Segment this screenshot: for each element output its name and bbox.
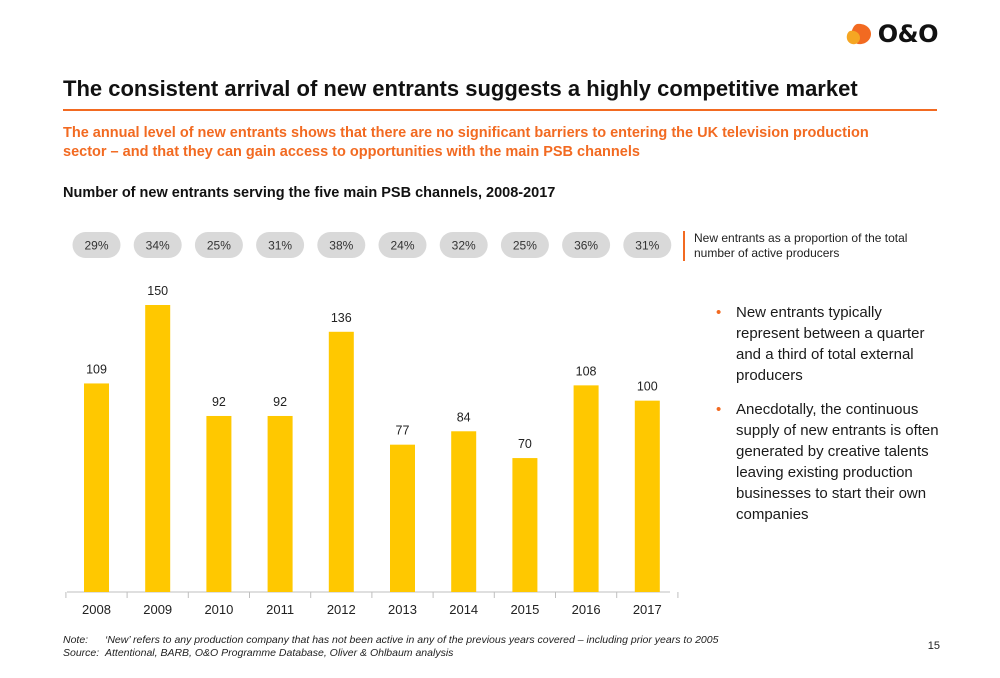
value-label: 100: [637, 380, 658, 394]
bar: [634, 400, 660, 592]
proportion-pill: [194, 232, 243, 258]
note-line: Note: ‘New’ refers to any production comp…: [63, 634, 718, 647]
insight-bullets: New entrants typically represent between…: [712, 302, 944, 538]
source-label: Source:: [63, 647, 100, 659]
category-label: 2010: [204, 602, 233, 617]
proportion-label: 31%: [635, 239, 659, 253]
bar: [512, 458, 538, 592]
proportion-label: 34%: [146, 239, 170, 253]
chart-title: Number of new entrants serving the five …: [63, 185, 556, 201]
category-label: 2015: [510, 602, 539, 617]
proportion-pill: [439, 232, 488, 258]
proportion-pill: [133, 232, 182, 258]
logo-text: O&O: [877, 20, 939, 48]
proportion-pill: [562, 232, 611, 258]
proportion-label: 36%: [574, 239, 598, 253]
source-line: Source: Attentional, BARB, O&O Programme …: [63, 647, 718, 660]
bar-chart: 29% 109 2008 34% 150 2009 25% 92 2010 31% 92 2011 38…: [65, 232, 679, 617]
value-label: 84: [457, 410, 471, 424]
footnote: Note: ‘New’ refers to any production comp…: [63, 634, 718, 660]
bar: [267, 415, 293, 592]
proportion-pill: [72, 232, 121, 258]
bar: [390, 444, 415, 592]
bar: [451, 431, 477, 592]
proportion-pill: [378, 232, 427, 258]
category-label: 2013: [388, 602, 417, 617]
proportion-label: 31%: [268, 239, 292, 253]
proportion-pill: [317, 232, 366, 258]
bar: [84, 383, 109, 592]
value-label: 77: [396, 424, 410, 438]
bar: [328, 331, 354, 592]
source-text: Attentional, BARB, O&O Programme Databas…: [105, 647, 454, 659]
category-label: 2009: [143, 602, 172, 617]
proportion-label: 24%: [390, 239, 414, 253]
note-text: ‘New’ refers to any production company t…: [105, 634, 719, 646]
category-label: 2014: [449, 602, 478, 617]
proportion-label: 25%: [207, 239, 231, 253]
bar: [573, 385, 599, 592]
value-label: 108: [576, 364, 597, 378]
value-label: 92: [212, 395, 226, 409]
category-label: 2016: [572, 602, 601, 617]
category-label: 2012: [327, 602, 356, 617]
proportion-label: 25%: [513, 239, 537, 253]
bullet-item: New entrants typically represent between…: [712, 302, 944, 386]
page-title: The consistent arrival of new entrants s…: [63, 76, 858, 101]
proportion-pill: [256, 232, 305, 258]
logo-mark-icon: [846, 23, 871, 45]
value-label: 92: [273, 395, 287, 409]
proportion-pill: [500, 232, 549, 258]
bullet-item: Anecdotally, the continuous supply of ne…: [712, 399, 944, 525]
category-label: 2017: [633, 602, 662, 617]
value-label: 136: [331, 311, 352, 325]
percent-legend: New entrants as a proportion of the tota…: [683, 231, 944, 261]
value-label: 150: [147, 284, 168, 298]
brand-logo: O&O: [846, 20, 939, 48]
bar: [145, 305, 171, 592]
proportion-label: 29%: [84, 239, 108, 253]
proportion-label: 32%: [452, 239, 476, 253]
bar: [206, 415, 232, 592]
proportion-pill: [623, 232, 672, 258]
category-label: 2008: [82, 602, 111, 617]
value-label: 70: [518, 437, 532, 451]
value-label: 109: [86, 362, 107, 376]
title-divider: [63, 109, 937, 111]
page-number: 15: [927, 640, 940, 652]
category-label: 2011: [266, 602, 294, 617]
proportion-label: 38%: [329, 239, 353, 253]
note-label: Note:: [63, 634, 89, 646]
page-subtitle: The annual level of new entrants shows t…: [63, 125, 869, 160]
